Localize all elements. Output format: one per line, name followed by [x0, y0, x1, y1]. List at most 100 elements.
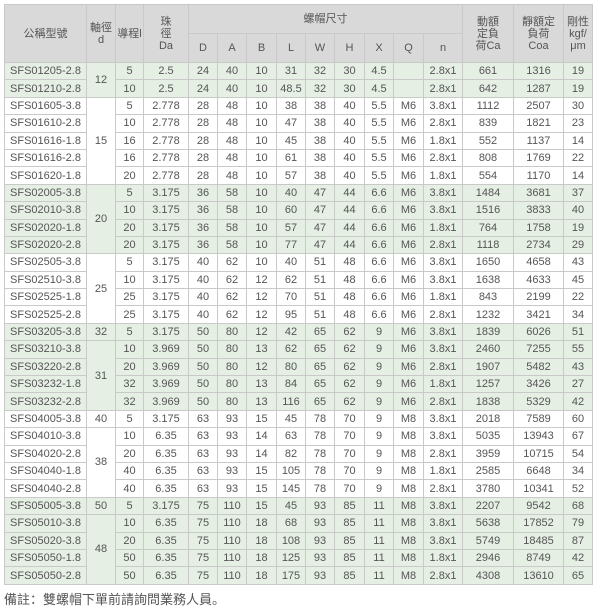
cell-value: 40 [115, 461, 144, 481]
cell-value: 47 [305, 235, 335, 255]
cell-value: 2.8x1 [423, 357, 463, 377]
cell-value: 50 [188, 340, 218, 359]
cell-value: 48.5 [276, 79, 306, 98]
cell-value: 47 [305, 183, 335, 203]
cell-value: 2.778 [143, 96, 189, 116]
cell-value: 14 [246, 444, 277, 463]
table-header: 公稱型號 軸徑d 導程l 珠徑Da 螺帽尺寸 動額定負荷Ca 靜額定負荷Coa … [4, 4, 593, 63]
cell-value: 78 [305, 409, 335, 429]
cell-value: 1.8x1 [423, 548, 463, 568]
cell-value: 1.8x1 [423, 461, 463, 481]
cell-value: 85 [334, 531, 365, 550]
cell-value: 75 [188, 531, 218, 550]
cell-value: 85 [334, 566, 365, 585]
cell-value: 48 [334, 253, 365, 272]
cell-value: 93 [217, 444, 247, 463]
cell-value: 47 [305, 218, 335, 237]
cell-value: 63 [276, 427, 306, 446]
cell-value: 78 [305, 479, 335, 498]
cell-value: 15 [246, 409, 277, 429]
cell-value: 23 [563, 114, 593, 133]
cell-value: 62 [334, 392, 365, 411]
cell-value: 20 [115, 166, 144, 185]
cell-value: 24 [188, 79, 218, 98]
cell-value: 14 [246, 427, 277, 446]
cell-value: 22 [563, 288, 593, 307]
cell-value: 6.6 [364, 235, 394, 255]
cell-value: 40 [188, 270, 218, 290]
cell-value: 10 [246, 131, 277, 150]
cell-value: 93 [217, 409, 247, 429]
cell-value: 10 [246, 96, 277, 116]
cell-value: 7589 [513, 409, 564, 429]
cell-value: 5749 [462, 531, 514, 550]
cell-value: 75 [188, 496, 218, 516]
cell-value: 44 [334, 183, 365, 203]
cell-model: SFS02510-3.8 [4, 270, 87, 290]
cell-value: 20 [115, 444, 144, 463]
cell-value: 3.175 [143, 201, 189, 220]
cell-value: 2.8x1 [423, 479, 463, 498]
cell-value: 79 [563, 514, 593, 533]
cell-value: 7255 [513, 340, 564, 359]
cell-value: 45 [276, 131, 306, 150]
cell-value: 764 [462, 218, 514, 237]
cell-value: 25 [115, 305, 144, 324]
cell-value: 9 [364, 479, 394, 498]
cell-value: 5329 [513, 392, 564, 411]
cell-model: SFS01616-2.8 [4, 148, 87, 168]
cell-value: 9 [364, 409, 394, 429]
cell-value: 18 [246, 566, 277, 585]
cell-model: SFS05050-1.8 [4, 548, 87, 568]
header-nut-col-q: Q [393, 33, 424, 63]
cell-value: 95 [276, 305, 306, 324]
cell-value: 1638 [462, 270, 514, 290]
cell-value: 10 [246, 218, 277, 237]
cell-value: M6 [393, 96, 424, 116]
cell-shaft-dia: 38 [86, 427, 116, 498]
cell-shaft-dia: 32 [86, 322, 116, 342]
cell-value: 5.5 [364, 166, 394, 185]
cell-value: M6 [393, 218, 424, 237]
cell-model: SFS05050-2.8 [4, 566, 87, 585]
cell-value: 1112 [462, 96, 514, 116]
cell-value: 1118 [462, 235, 514, 255]
cell-value: 1821 [513, 114, 564, 133]
cell-value: 1650 [462, 253, 514, 272]
cell-value: 5.5 [364, 96, 394, 116]
cell-value: 40 [115, 479, 144, 498]
cell-model: SFS04005-3.8 [4, 409, 87, 429]
cell-value: 27 [563, 375, 593, 394]
cell-value: 9 [364, 392, 394, 411]
cell-value: 1838 [462, 392, 514, 411]
ball-screw-spec-table: 公稱型號 軸徑d 導程l 珠徑Da 螺帽尺寸 動額定負荷Ca 靜額定負荷Coa … [4, 4, 593, 585]
cell-value: 85 [334, 548, 365, 568]
cell-value: 6.6 [364, 201, 394, 220]
cell-value: 6.35 [143, 479, 189, 498]
cell-value: 15 [246, 461, 277, 481]
cell-value: 105 [276, 461, 306, 481]
table-row: SFS04020-2.8 20 6.35 63 93 14 82 78 70 9 M8 2.8x1 39… [4, 444, 593, 463]
cell-model: SFS02010-3.8 [4, 201, 87, 220]
cell-value: M6 [393, 288, 424, 307]
cell-value: 3.8x1 [423, 96, 463, 116]
cell-value: 42 [563, 548, 593, 568]
cell-value: M8 [393, 461, 424, 481]
cell-value: 2507 [513, 96, 564, 116]
cell-value: 145 [276, 479, 306, 498]
cell-value: 10 [246, 201, 277, 220]
cell-model: SFS01610-2.8 [4, 114, 87, 133]
cell-value: M6 [393, 305, 424, 324]
cell-value: 2460 [462, 340, 514, 359]
cell-value: M6 [393, 201, 424, 220]
cell-value: 93 [217, 461, 247, 481]
cell-model: SFS01210-2.8 [4, 79, 87, 98]
cell-value: 50 [188, 392, 218, 411]
cell-value: 52 [563, 479, 593, 498]
cell-value: 1.8x1 [423, 288, 463, 307]
cell-value: 1170 [513, 166, 564, 185]
cell-value: 58 [217, 183, 247, 203]
cell-value: 57 [276, 218, 306, 237]
cell-value: 85 [334, 496, 365, 516]
cell-value: 51 [563, 322, 593, 342]
